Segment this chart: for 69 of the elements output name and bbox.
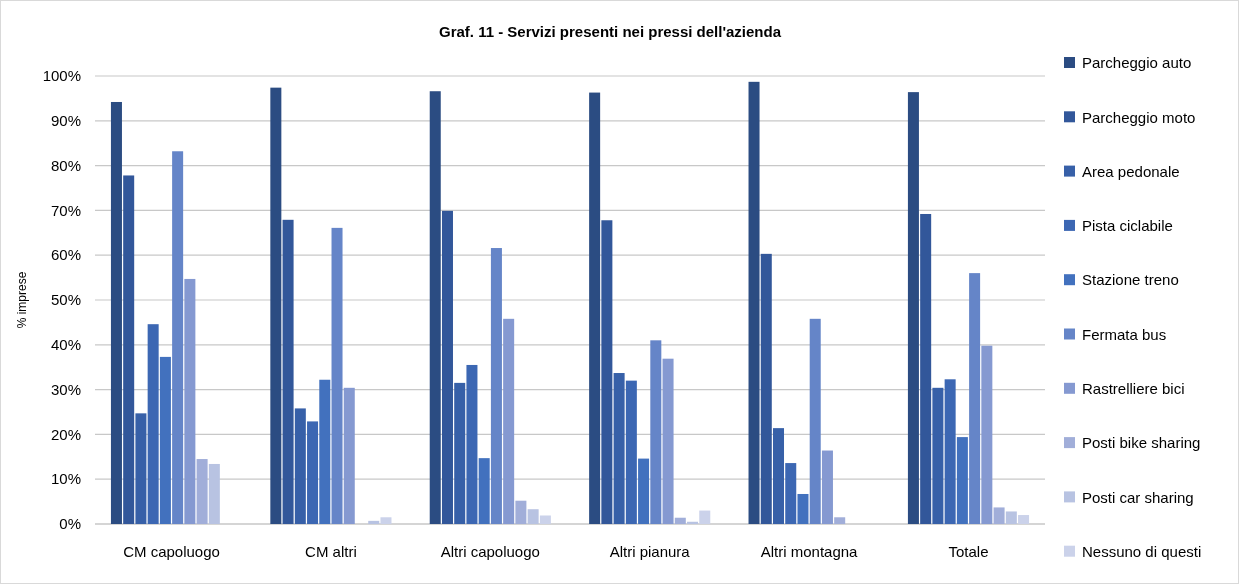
bar: [760, 253, 772, 524]
bar: [601, 220, 613, 524]
bar: [699, 510, 711, 524]
legend-label: Stazione treno: [1082, 271, 1179, 289]
bar: [907, 92, 919, 524]
bar: [184, 278, 196, 524]
legend-label: Posti car sharing: [1082, 488, 1194, 506]
bar: [1018, 515, 1030, 524]
y-tick-label: 60%: [50, 246, 81, 264]
bar: [993, 507, 1005, 524]
bar: [834, 517, 846, 524]
bar: [123, 175, 135, 524]
x-tick-label: Altri montagna: [760, 543, 859, 560]
bar: [343, 387, 355, 524]
bar: [589, 92, 601, 524]
bar: [662, 358, 674, 524]
bar: [539, 515, 551, 524]
x-tick-label: CM capoluogo: [123, 543, 220, 560]
y-tick-label: 50%: [50, 291, 81, 309]
bar: [270, 87, 282, 524]
bar: [110, 101, 122, 524]
bar: [932, 387, 944, 524]
bar: [748, 81, 760, 524]
y-tick-label: 30%: [50, 380, 81, 398]
chart-title: Graf. 11 - Servizi presenti nei pressi dell'azienda: [438, 23, 782, 40]
bar: [331, 227, 343, 524]
x-tick-label: Altri pianura: [609, 543, 691, 560]
bar: [674, 517, 686, 524]
bar: [172, 151, 184, 524]
y-axis-title: % imprese: [15, 271, 29, 329]
legend-label: Fermata bus: [1082, 325, 1167, 343]
bar: [981, 345, 993, 524]
y-tick-label: 90%: [50, 112, 81, 130]
bar: [969, 273, 981, 524]
legend-label: Area pedonale: [1082, 162, 1180, 180]
bar: [527, 509, 539, 524]
legend-label: Parcheggio auto: [1082, 54, 1192, 72]
bar: [821, 450, 833, 524]
y-tick-label: 70%: [50, 201, 81, 219]
bar: [809, 318, 821, 524]
y-tick-label: 20%: [50, 425, 81, 443]
x-tick-label: Totale: [948, 543, 989, 560]
y-tick-label: 80%: [50, 156, 81, 174]
bar: [478, 458, 490, 524]
bar: [650, 340, 662, 524]
y-tick-label: 100%: [42, 67, 81, 85]
x-tick-label: CM altri: [305, 543, 357, 560]
bar: [503, 318, 515, 524]
y-tick-label: 10%: [50, 470, 81, 488]
legend-label: Rastrelliere bici: [1082, 380, 1185, 398]
bar: [135, 413, 147, 524]
bar: [429, 91, 441, 524]
bar: [196, 459, 208, 524]
x-tick-label: Altri capoluogo: [440, 543, 540, 560]
bar: [920, 213, 932, 524]
bar: [380, 517, 392, 524]
legend-label: Nessuno di questi: [1082, 542, 1202, 560]
legend-label: Pista ciclabile: [1082, 217, 1173, 235]
legend-label: Posti bike sharing: [1082, 434, 1201, 452]
y-tick-label: 40%: [50, 336, 81, 354]
bar: [515, 500, 527, 524]
bar: [490, 248, 502, 524]
bar: [368, 520, 380, 524]
bar: [282, 219, 294, 524]
legend-label: Parcheggio moto: [1082, 108, 1196, 126]
bar: [208, 463, 220, 524]
bar: [441, 210, 453, 524]
y-tick-label: 0%: [59, 515, 81, 533]
bar: [1005, 511, 1017, 524]
